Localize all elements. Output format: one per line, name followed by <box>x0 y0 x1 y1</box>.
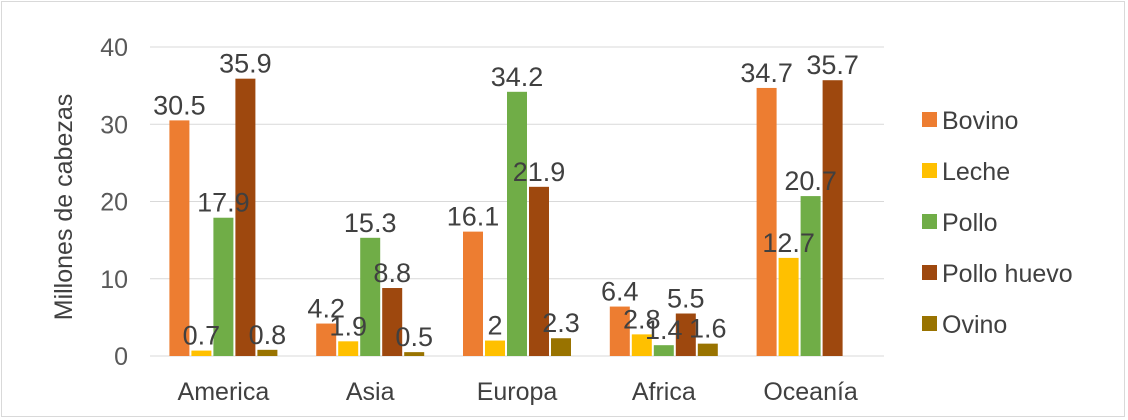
data-label: 0.8 <box>249 320 287 350</box>
legend-swatch <box>922 214 937 229</box>
y-tick-label: 20 <box>100 189 128 217</box>
data-label: 34.2 <box>491 62 544 92</box>
x-category-label: Africa <box>632 378 696 406</box>
legend-label: Leche <box>942 158 1010 186</box>
data-label: 1.4 <box>645 315 683 345</box>
data-label: 1.6 <box>689 314 727 344</box>
bars <box>169 78 843 357</box>
bar <box>235 78 256 357</box>
data-label: 5.5 <box>667 284 705 314</box>
legend-label: Pollo huevo <box>942 260 1073 288</box>
data-label: 35.7 <box>806 50 859 80</box>
bar <box>485 340 505 356</box>
data-label: 8.8 <box>373 258 411 288</box>
bar <box>778 257 799 356</box>
data-label: 1.9 <box>329 311 367 341</box>
data-label: 0.5 <box>395 322 433 352</box>
legend-swatch <box>922 112 937 127</box>
bar <box>653 345 674 356</box>
y-tick-label: 40 <box>100 34 128 62</box>
data-label: 6.4 <box>601 277 639 307</box>
data-label: 16.1 <box>447 202 500 232</box>
bar <box>382 288 403 356</box>
data-label: 34.7 <box>740 58 793 88</box>
x-category-label: America <box>178 378 270 406</box>
data-label: 15.3 <box>344 208 397 238</box>
bar <box>191 350 212 356</box>
data-labels: 30.5 0.7 17.9 35.9 0.8 4.21.9 15.3 8.8 0.5 16.1 2 3… <box>153 49 859 352</box>
data-label: 2 <box>487 311 502 341</box>
legend: Bovino Leche Pollo Pollo huevo Ovino <box>922 107 1073 339</box>
y-tick-label: 30 <box>100 111 128 139</box>
bar <box>463 231 483 356</box>
data-label: 35.9 <box>219 49 272 79</box>
legend-swatch <box>922 265 937 280</box>
legend-swatch <box>922 316 937 331</box>
bar <box>609 306 630 356</box>
data-label: 12.7 <box>762 228 815 258</box>
data-label: 20.7 <box>784 166 837 196</box>
bar <box>169 120 190 356</box>
x-axis-categories: America Asia Europa Africa Oceanía <box>178 378 858 406</box>
data-label: 21.9 <box>513 157 566 187</box>
bar <box>213 217 234 356</box>
data-label: 0.7 <box>183 321 221 351</box>
bar <box>360 237 381 356</box>
data-label: 2.3 <box>542 308 580 338</box>
y-tick-label: 0 <box>114 343 128 371</box>
y-axis-ticks: 0 10 20 30 40 <box>100 34 128 371</box>
bar <box>631 334 652 356</box>
x-category-label: Asia <box>346 378 395 406</box>
bar <box>551 338 571 356</box>
bar <box>507 91 527 357</box>
bar <box>338 341 359 356</box>
x-category-label: Europa <box>477 378 558 406</box>
bar <box>697 343 718 356</box>
bar <box>822 80 843 356</box>
y-axis-title: Millones de cabezas <box>50 94 78 321</box>
bar <box>529 186 549 356</box>
data-label: 17.9 <box>197 188 250 218</box>
bar <box>800 196 821 356</box>
data-label: 2.8 <box>623 304 661 334</box>
y-tick-label: 10 <box>100 266 128 294</box>
bar <box>316 323 337 356</box>
data-label: 30.5 <box>153 90 206 120</box>
bar <box>756 87 777 356</box>
legend-swatch <box>922 163 937 178</box>
bar <box>675 313 696 356</box>
legend-label: Ovino <box>942 311 1007 339</box>
legend-label: Bovino <box>942 107 1018 135</box>
bar <box>404 352 425 356</box>
legend-label: Pollo <box>942 209 998 237</box>
x-category-label: Oceanía <box>763 378 858 406</box>
data-label: 4.2 <box>307 294 345 324</box>
bar <box>257 349 278 356</box>
